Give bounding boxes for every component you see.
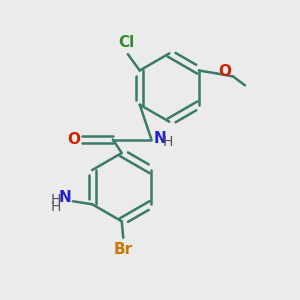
Text: H: H: [51, 194, 61, 207]
Text: H: H: [163, 135, 173, 149]
Text: Cl: Cl: [118, 35, 134, 50]
Text: Br: Br: [114, 242, 133, 257]
Text: N: N: [154, 131, 167, 146]
Text: O: O: [67, 131, 80, 146]
Text: O: O: [218, 64, 231, 80]
Text: N: N: [58, 190, 71, 205]
Text: H: H: [51, 200, 61, 214]
